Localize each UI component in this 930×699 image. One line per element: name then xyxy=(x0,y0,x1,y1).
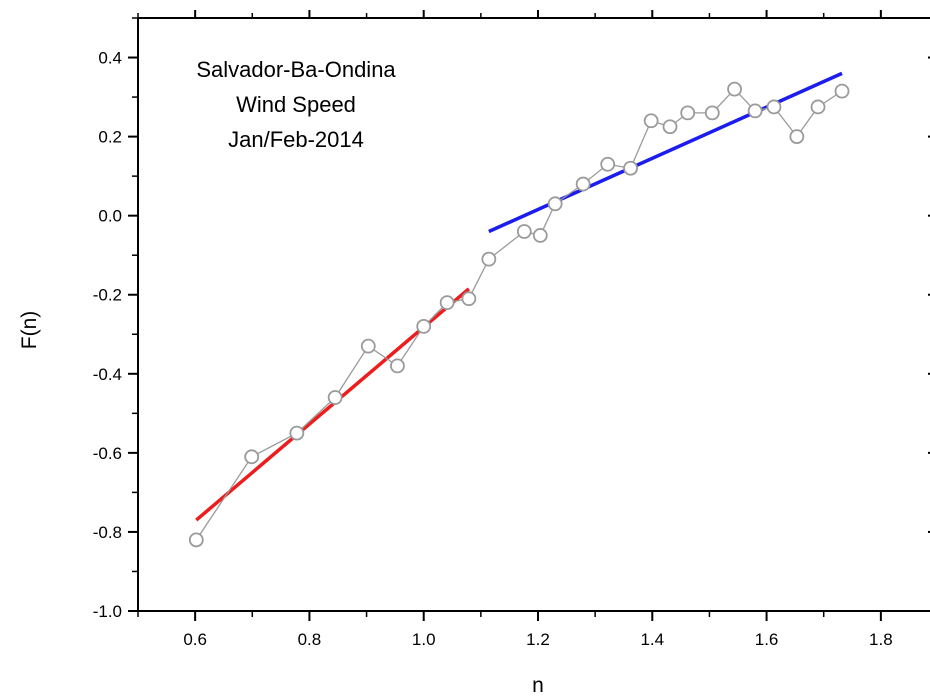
y-tick-label: -1.0 xyxy=(93,602,122,621)
data-series xyxy=(188,81,850,548)
data-point xyxy=(662,119,678,135)
data-point xyxy=(327,390,343,405)
annotation-line: Wind Speed xyxy=(236,92,356,117)
data-point xyxy=(289,425,305,441)
y-axis-title: F(n) xyxy=(18,311,41,350)
x-tick-label: 1.2 xyxy=(526,630,550,649)
data-point xyxy=(390,358,405,374)
y-tick-label: -0.8 xyxy=(93,523,122,542)
annotation-line: Salvador-Ba-Ondina xyxy=(196,57,396,82)
annotation: Salvador-Ba-Ondina Wind Speed Jan/Feb-2014 xyxy=(196,57,396,152)
data-point xyxy=(810,99,826,115)
data-point xyxy=(516,224,532,239)
data-point xyxy=(547,196,563,212)
data-point xyxy=(680,105,696,121)
x-tick-label: 1.0 xyxy=(412,630,436,649)
data-point xyxy=(727,81,742,97)
y-tick-label: 0.0 xyxy=(98,207,122,226)
data-point xyxy=(481,251,497,267)
y-tick-label: -0.6 xyxy=(93,444,122,463)
data-point xyxy=(532,228,548,243)
data-point xyxy=(704,105,720,121)
y-tick-label: 0.4 xyxy=(98,49,122,68)
y-tick-label: -0.4 xyxy=(93,365,122,384)
series-line xyxy=(195,88,843,541)
data-point xyxy=(188,532,204,548)
x-tick-label: 1.8 xyxy=(869,630,893,649)
data-point xyxy=(623,160,638,176)
x-axis-title: n xyxy=(532,674,544,697)
x-tick-label: 0.8 xyxy=(298,630,322,649)
tick-labels: 0.6 0.8 1.0 1.2 1.4 1.6 1.8 -1.0 -0.8 -0.6 -0.4 -0.… xyxy=(93,49,893,649)
data-point xyxy=(766,99,782,115)
data-point xyxy=(643,113,659,129)
data-point xyxy=(461,291,477,307)
data-point xyxy=(416,318,432,334)
x-tick-label: 1.4 xyxy=(640,630,664,649)
data-point xyxy=(600,156,616,172)
y-tick-label: -0.2 xyxy=(93,286,122,305)
x-tick-label: 1.6 xyxy=(755,630,779,649)
fit-line-2 xyxy=(488,71,843,234)
data-point xyxy=(439,295,455,311)
data-point xyxy=(360,338,376,354)
data-point xyxy=(789,129,805,145)
data-point xyxy=(747,103,763,119)
x-tick-label: 0.6 xyxy=(183,630,207,649)
annotation-line: Jan/Feb-2014 xyxy=(228,127,364,152)
y-tick-label: 0.2 xyxy=(98,128,122,147)
data-point xyxy=(575,176,591,192)
data-point xyxy=(244,449,260,465)
data-point xyxy=(834,83,850,99)
